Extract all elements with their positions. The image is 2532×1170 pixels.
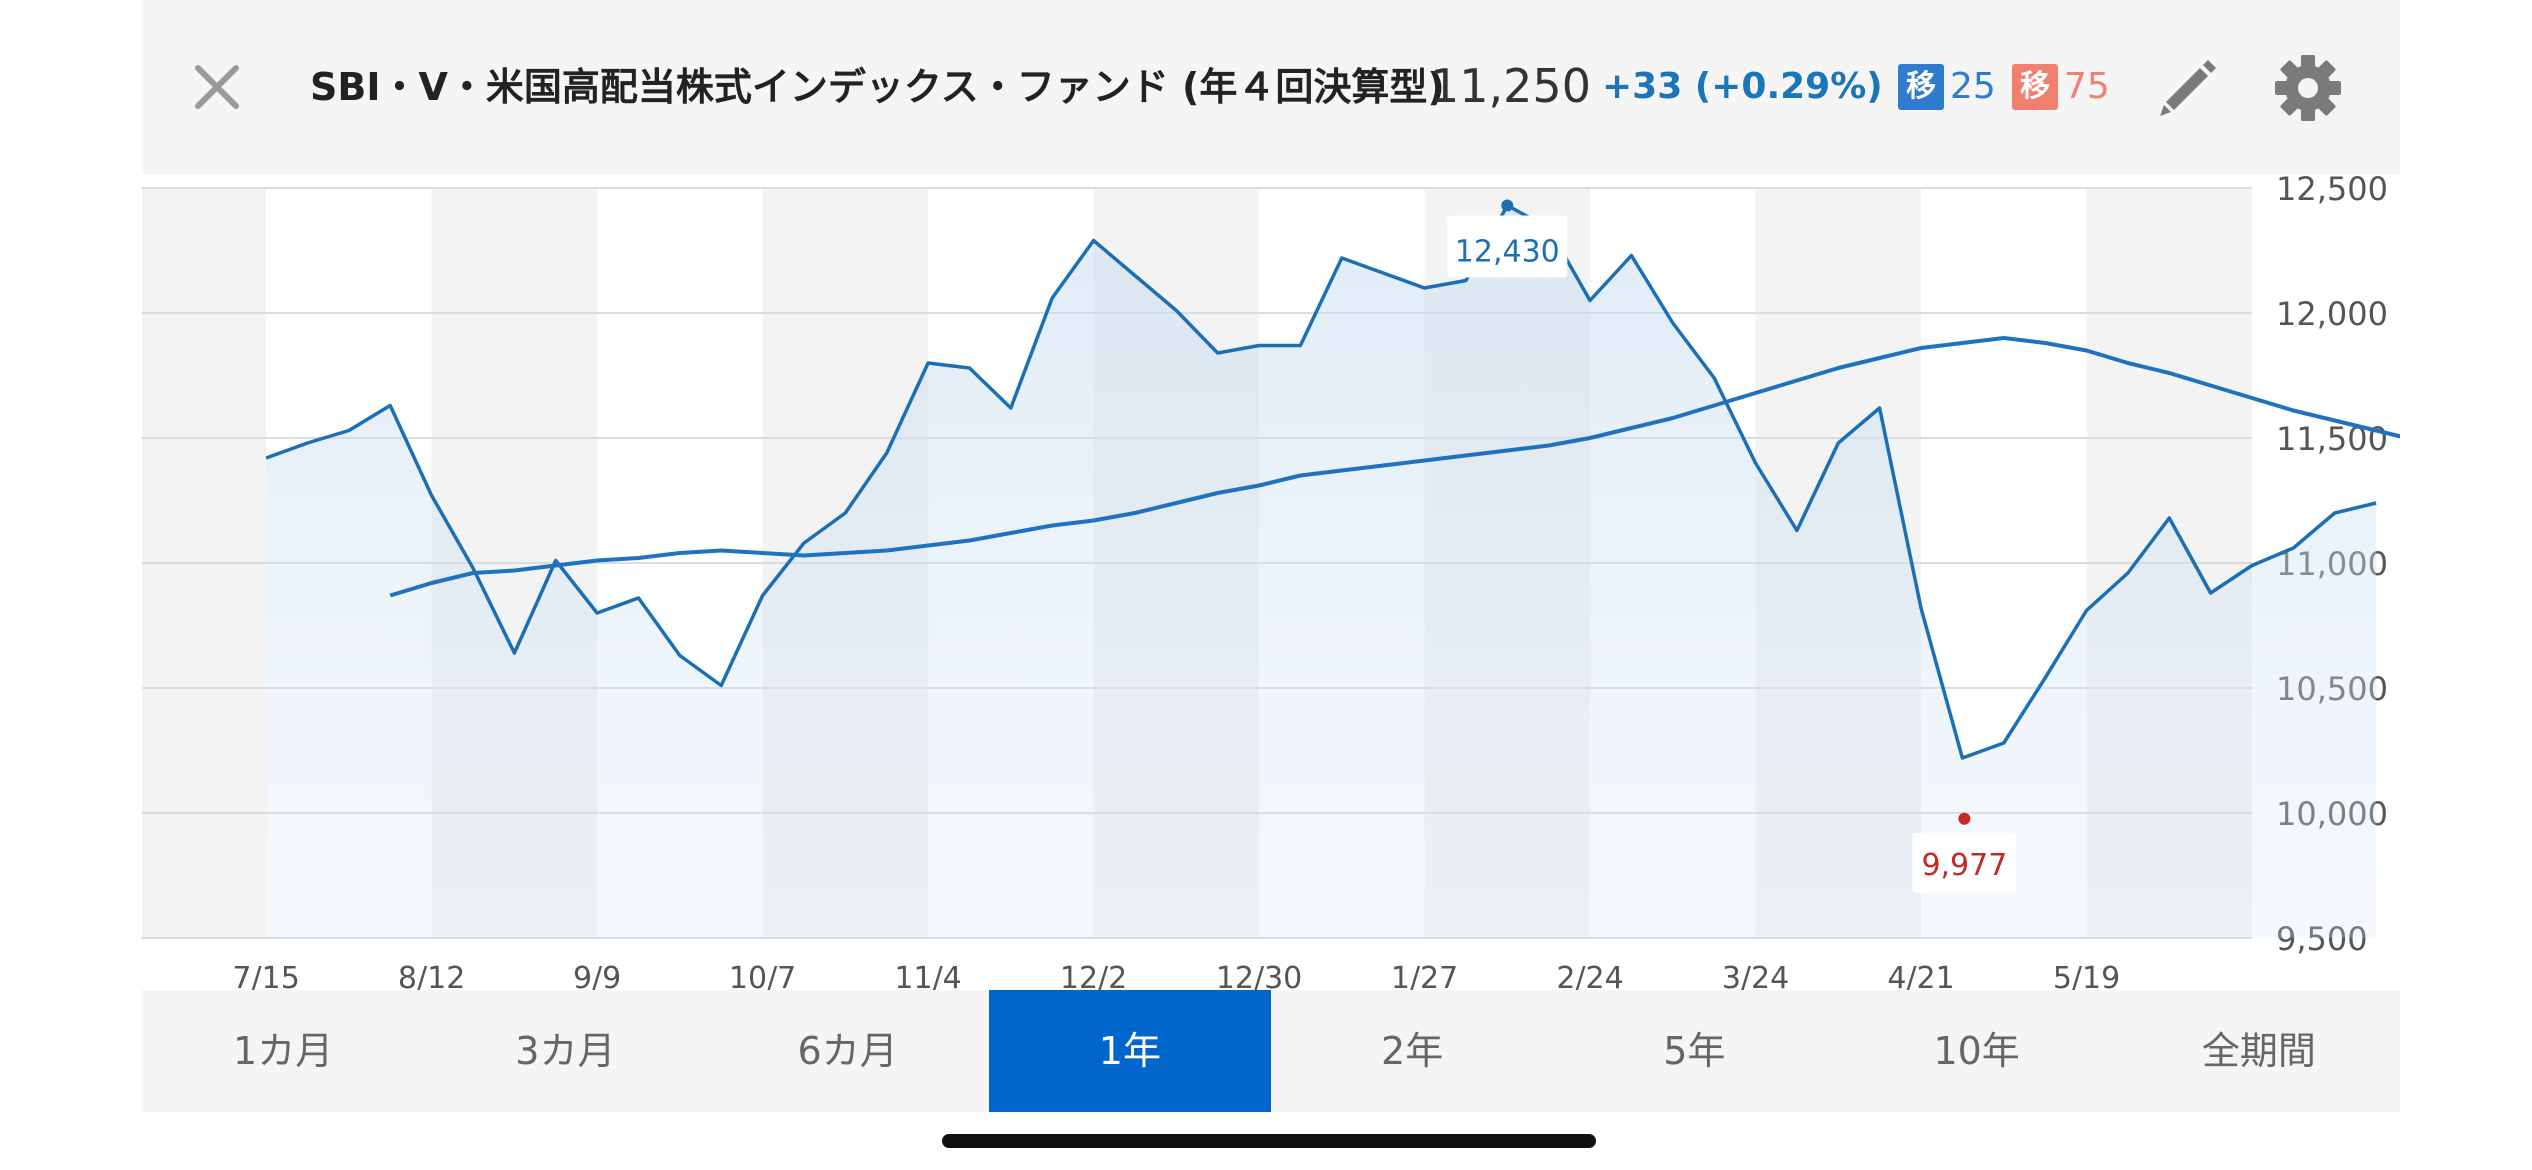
price-chart[interactable]: 9,50010,00010,50011,00011,50012,00012,50… bbox=[142, 174, 2400, 990]
moving-average-short-value: 25 bbox=[1950, 66, 1996, 107]
moving-average-line bbox=[389, 336, 2400, 598]
tab-period[interactable]: 6カ月 bbox=[797, 1029, 898, 1073]
tab-period[interactable]: 3カ月 bbox=[515, 1029, 616, 1073]
home-indicator bbox=[942, 1134, 1596, 1148]
current-price: 11,250 bbox=[1430, 59, 1591, 113]
x-tick-label: 4/21 bbox=[1887, 961, 1954, 990]
low-label: 9,977 bbox=[1921, 848, 2007, 883]
low-label-box bbox=[1912, 832, 2017, 893]
x-tick-label: 10/7 bbox=[729, 961, 796, 990]
tab-period[interactable]: 1年 bbox=[988, 990, 1271, 1112]
gear-icon bbox=[2275, 55, 2341, 121]
low-marker bbox=[1958, 812, 1971, 825]
fund-name: SBI・V・米国高配当株式インデックス・ファンド (年４回決算型) bbox=[310, 65, 1445, 109]
high-label: 12,430 bbox=[1455, 235, 1560, 270]
y-tick-label: 11,500 bbox=[2276, 420, 2388, 458]
price-change: +33 (+0.29%) bbox=[1602, 66, 1883, 107]
period-tabs: 1カ月 3カ月 6カ月 1年 2年 5年 10年 全期間 bbox=[142, 990, 2400, 1112]
x-tick-label: 11/4 bbox=[894, 961, 961, 990]
x-tick-label: 12/2 bbox=[1060, 961, 1127, 990]
y-tick-label: 12,500 bbox=[2276, 174, 2388, 208]
price-line bbox=[265, 203, 2377, 760]
high-label-box bbox=[1447, 215, 1568, 278]
tab-period[interactable]: 全期間 bbox=[2201, 1029, 2316, 1073]
x-tick-label: 9/9 bbox=[573, 961, 621, 990]
edit-button[interactable] bbox=[2154, 52, 2224, 122]
chart-screen: SBI・V・米国高配当株式インデックス・ファンド (年４回決算型) 11,250… bbox=[142, 0, 2400, 1170]
tab-period[interactable]: 2年 bbox=[1381, 1029, 1444, 1073]
x-tick-label: 5/19 bbox=[2053, 961, 2120, 990]
moving-average-long-value: 75 bbox=[2064, 66, 2110, 107]
tab-period[interactable]: 1カ月 bbox=[233, 1029, 334, 1073]
close-icon bbox=[195, 65, 239, 109]
close-button[interactable] bbox=[184, 54, 250, 120]
header-bar: SBI・V・米国高配当株式インデックス・ファンド (年４回決算型) 11,250… bbox=[142, 0, 2400, 174]
price-area bbox=[266, 205, 2377, 938]
x-tick-label: 3/24 bbox=[1722, 961, 1789, 990]
x-tick-label: 1/27 bbox=[1391, 961, 1458, 990]
moving-average-short-badge: 移 bbox=[1898, 64, 1944, 110]
pencil-icon bbox=[2160, 60, 2216, 116]
x-tick-label: 2/24 bbox=[1556, 961, 1623, 990]
tab-period[interactable]: 10年 bbox=[1933, 1029, 2020, 1073]
tab-period[interactable]: 5年 bbox=[1663, 1029, 1726, 1073]
x-tick-label: 8/12 bbox=[398, 961, 465, 990]
y-tick-label: 12,000 bbox=[2276, 295, 2388, 333]
high-marker bbox=[1501, 199, 1514, 212]
x-tick-label: 12/30 bbox=[1216, 961, 1302, 990]
moving-average-long-badge: 移 bbox=[2012, 64, 2058, 110]
settings-button[interactable] bbox=[2272, 52, 2344, 124]
x-tick-label: 7/15 bbox=[232, 961, 299, 990]
